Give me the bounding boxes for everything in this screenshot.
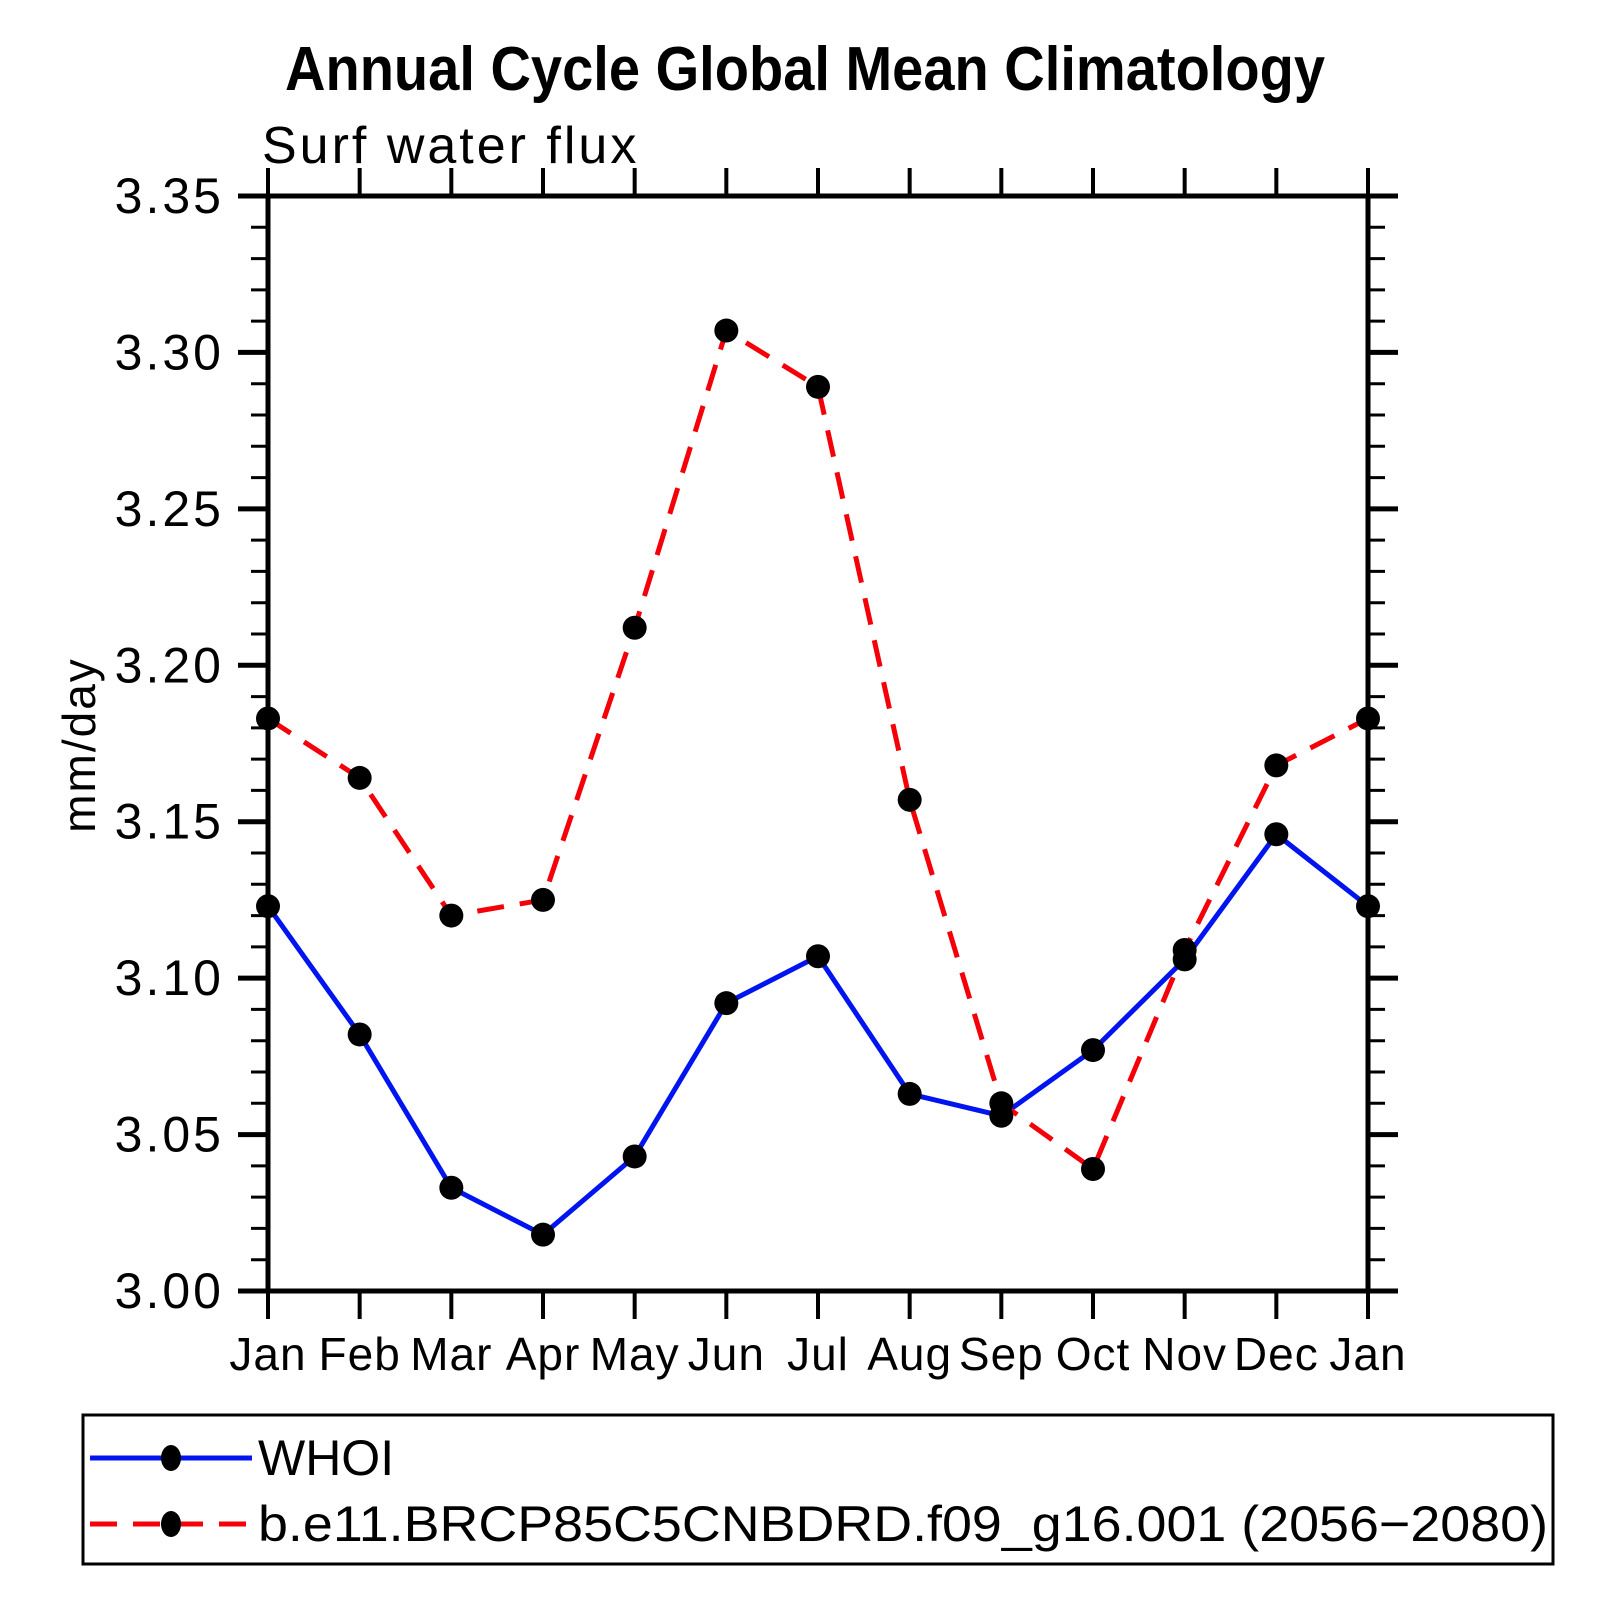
legend-label-whoi: WHOI <box>258 1430 394 1486</box>
y-axis-label: mm/day <box>53 657 105 833</box>
plot-border <box>265 193 1371 1294</box>
data-point-model <box>714 318 739 343</box>
x-tick-label: Aug <box>867 1328 952 1380</box>
data-point-whoi <box>347 1022 372 1047</box>
legend-box <box>81 1413 1555 1566</box>
data-point-whoi <box>897 1081 922 1106</box>
x-tick-label: Feb <box>319 1328 401 1380</box>
data-point-whoi <box>806 944 830 969</box>
data-point-whoi <box>622 1144 647 1169</box>
y-tick-label: 3.20 <box>115 637 224 693</box>
data-point-whoi <box>1356 894 1380 919</box>
chart-subtitle: Surf water flux <box>262 117 639 175</box>
data-point-model <box>531 887 555 912</box>
x-tick-label: Jun <box>688 1328 765 1380</box>
x-tick-label: Apr <box>506 1328 581 1380</box>
data-point-model <box>897 787 922 812</box>
legend-entry-model: b.e11.BRCP85C5CNBDRD.f09_g16.001 (2056−2… <box>90 1496 1548 1552</box>
y-tick-labels: 3.00 3.05 3.10 3.15 3.20 3.25 3.30 3.35 <box>115 168 224 1319</box>
data-point-whoi <box>1264 822 1289 847</box>
x-tick-label: Mar <box>410 1328 492 1380</box>
x-tick-label: Jul <box>787 1328 849 1380</box>
x-tick-label: Jan <box>1329 1328 1406 1380</box>
x-tick-label: Oct <box>1056 1328 1131 1380</box>
y-tick-label: 3.05 <box>115 1107 224 1163</box>
y-tick-label: 3.15 <box>115 794 224 850</box>
chart-title: Annual Cycle Global Mean Climatology <box>285 35 1325 104</box>
legend-marker-icon <box>161 1445 181 1471</box>
data-point-model <box>256 706 280 731</box>
data-point-model <box>989 1091 1014 1116</box>
data-point-model <box>622 615 647 640</box>
data-point-model <box>1356 706 1380 731</box>
y-tick-label: 3.30 <box>115 324 224 380</box>
data-point-model <box>1081 1156 1105 1181</box>
data-point-whoi <box>256 894 280 919</box>
data-point-whoi <box>439 1175 464 1200</box>
y-tick-label: 3.35 <box>115 168 224 224</box>
data-point-model <box>1264 753 1289 778</box>
legend: WHOI b.e11.BRCP85C5CNBDRD.f09_g16.001 (2… <box>81 1413 1555 1566</box>
series-line-whoi <box>265 830 1370 1238</box>
legend-entry-whoi: WHOI <box>90 1430 394 1486</box>
data-point-model <box>439 903 464 928</box>
x-tick-label: May <box>590 1328 680 1380</box>
x-tick-labels: Jan Feb Mar Apr May Jun Jul Aug Sep Oct Nov Dec Jan <box>229 1328 1406 1380</box>
data-point-model <box>347 765 372 790</box>
data-point-model <box>806 374 830 399</box>
y-tick-label: 3.00 <box>115 1263 224 1319</box>
x-tick-label: Nov <box>1142 1328 1227 1380</box>
legend-marker-icon <box>161 1511 181 1537</box>
series-line-model <box>266 326 1370 1173</box>
x-tick-label: Sep <box>959 1328 1044 1380</box>
legend-label-model: b.e11.BRCP85C5CNBDRD.f09_g16.001 (2056−2… <box>258 1496 1548 1552</box>
data-point-whoi <box>1081 1038 1105 1063</box>
y-tick-label: 3.25 <box>115 481 224 537</box>
data-point-model <box>1172 937 1197 962</box>
data-point-whoi <box>714 991 739 1016</box>
y-tick-label: 3.10 <box>115 950 224 1006</box>
x-tick-label: Jan <box>229 1328 306 1380</box>
data-point-whoi <box>531 1222 555 1247</box>
x-tick-label: Dec <box>1234 1328 1319 1380</box>
data-series <box>256 318 1380 1247</box>
axis-ticks <box>238 168 1398 1319</box>
plot-frame <box>265 193 1371 1294</box>
